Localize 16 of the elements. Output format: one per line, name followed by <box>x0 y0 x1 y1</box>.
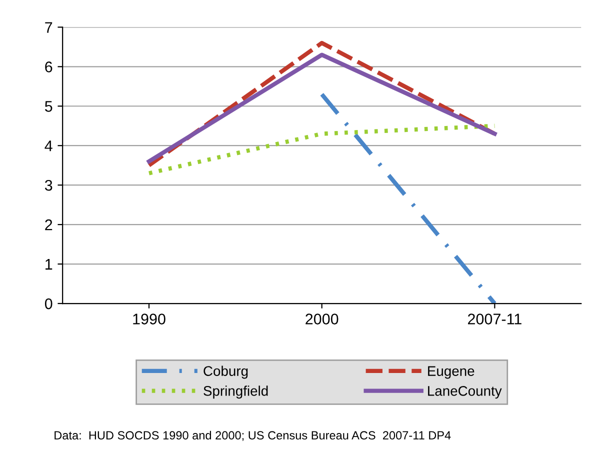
text: Data: HUD SOCDS 1990 and 2000; US Census Bureau ACS 2007-11 DP4 <box>54 430 451 441</box>
legend-label: Eugene <box>428 366 474 379</box>
y-tick-label: 5 <box>44 101 52 112</box>
x-tick-label: 2007-11 <box>468 314 522 324</box>
legend-label: Springfield <box>204 386 268 399</box>
y-tick-label: 0 <box>44 298 52 310</box>
y-tick-label: 7 <box>45 22 52 33</box>
y-tick-label: 4 <box>44 140 52 152</box>
x-tick-label: 2000 <box>306 314 338 324</box>
y-tick-label: 3 <box>44 180 52 191</box>
y-tick-label: 6 <box>45 62 52 72</box>
y-tick-label: 1 <box>46 259 52 270</box>
legend-label: Coburg <box>204 366 248 379</box>
legend-label: LaneCounty <box>428 386 502 399</box>
x-tick-label: 1990 <box>133 314 166 324</box>
y-tick-label: 2 <box>45 219 52 230</box>
